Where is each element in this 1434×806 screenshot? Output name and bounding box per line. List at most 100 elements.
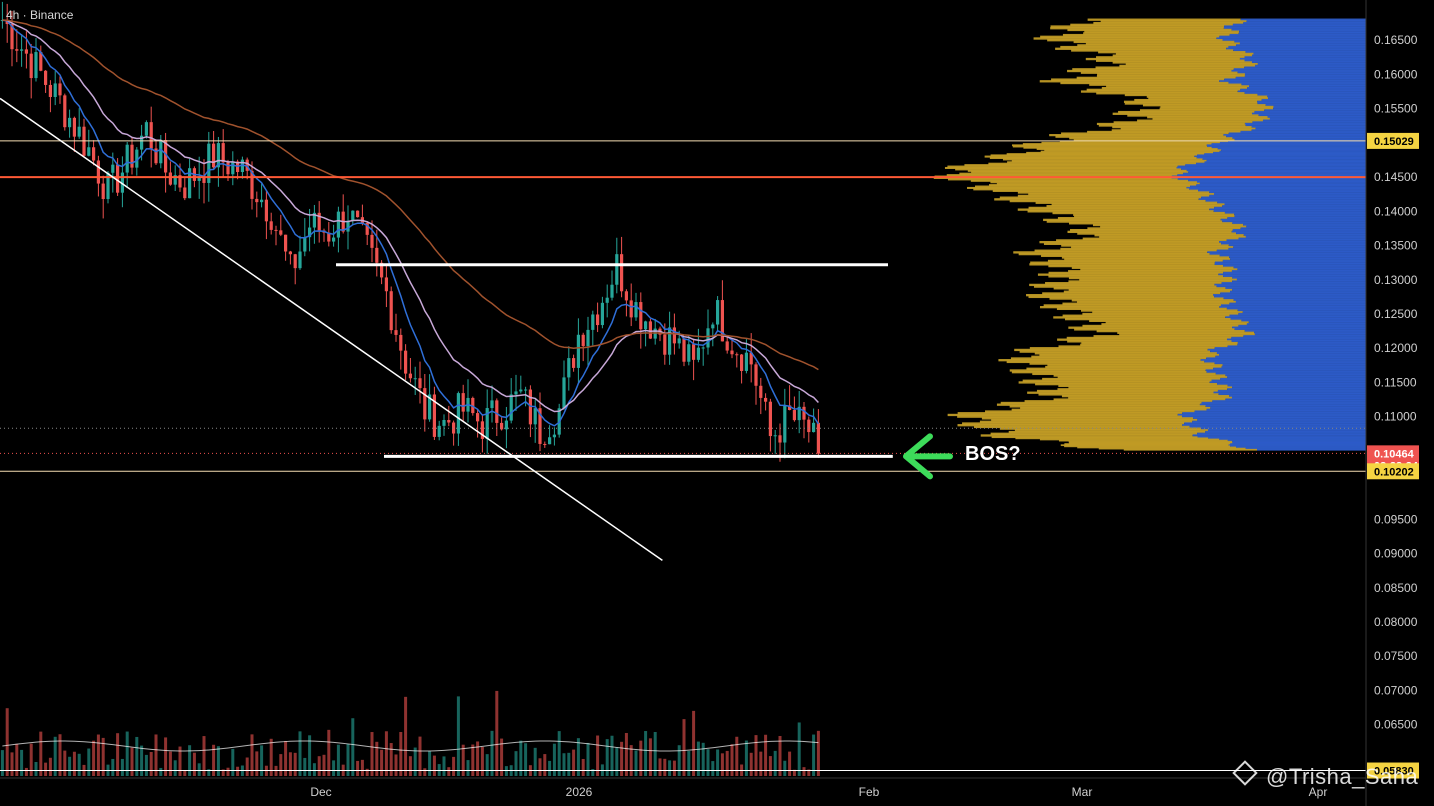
volume-bar	[447, 767, 451, 776]
candle-body	[336, 211, 340, 238]
candle-body	[399, 334, 403, 351]
volume-profile-bar-sell	[1206, 408, 1366, 411]
volume-profile-bar-sell	[1232, 442, 1366, 444]
volume-profile-bar-sell	[1248, 321, 1366, 324]
candle-body	[543, 443, 547, 445]
descending-trendline[interactable]	[0, 97, 663, 562]
volume-profile-bar-sell	[1216, 285, 1366, 288]
volume-bar	[581, 758, 585, 776]
volume-profile-bar-buy	[1060, 247, 1229, 251]
volume-profile-bar-sell	[1217, 389, 1366, 393]
volume-bar	[111, 758, 115, 776]
volume-profile-bar-buy	[1082, 324, 1239, 328]
volume-profile-bar-buy	[1106, 85, 1250, 88]
time-axis: Dec 2026 Feb Mar Apr	[0, 777, 1366, 799]
volume-profile-bar-sell	[1210, 406, 1366, 410]
volume-bar	[461, 744, 465, 776]
volume-profile-bar-buy	[1043, 218, 1221, 222]
candle-body	[677, 338, 681, 344]
volume-profile-bar-sell	[1245, 447, 1366, 450]
volume-profile-bar-buy	[947, 413, 1178, 417]
volume-bar	[48, 757, 52, 776]
candle-body	[552, 434, 556, 438]
volume-profile-bar-sell	[1230, 317, 1366, 321]
volume-profile-bar-sell	[1221, 365, 1366, 369]
volume-bar	[759, 751, 763, 776]
volume-profile-bar-buy	[1057, 388, 1228, 391]
volume-bar	[552, 743, 556, 776]
candle-body	[596, 314, 600, 326]
candle-body	[245, 159, 249, 171]
volume-profile-bar-sell	[1257, 93, 1366, 97]
volume-profile-bar-buy	[1035, 383, 1218, 386]
volume-profile-bar-buy	[1089, 83, 1242, 86]
volume-profile-bar-sell	[1214, 261, 1366, 264]
candle-body	[34, 52, 38, 79]
volume-profile-bar-sell	[1227, 217, 1366, 220]
volume-profile-bar-sell	[1177, 178, 1366, 181]
volume-profile-bar-sell	[1232, 280, 1366, 283]
volume-profile-bar-sell	[1223, 27, 1366, 30]
volume-profile-bar-buy	[979, 420, 1193, 423]
volume-profile-bar-buy	[1127, 114, 1259, 117]
volume-bar	[39, 731, 43, 776]
volume-profile-bar-buy	[1048, 271, 1224, 275]
volume-profile-bar-sell	[1222, 364, 1366, 367]
candle-body	[5, 20, 9, 25]
volume-bar	[701, 742, 705, 776]
volume-profile-bar-buy	[1087, 18, 1241, 21]
volume-bar	[154, 734, 158, 776]
volume-profile-bar-sell	[1231, 28, 1366, 32]
volume-profile-bar-sell	[1219, 438, 1366, 441]
volume-profile-bar-sell	[1231, 230, 1366, 234]
volume-bar	[327, 729, 331, 776]
volume-profile-bar-buy	[1061, 244, 1229, 247]
volume-profile-bar-sell	[1249, 85, 1366, 88]
volume-profile-bar-buy	[1011, 371, 1207, 374]
volume-profile-bar-sell	[1209, 191, 1366, 194]
volume-profile-bar-buy	[1043, 304, 1221, 307]
volume-bar	[404, 696, 408, 776]
volume-profile-bar-sell	[1214, 347, 1366, 350]
volume-profile-bar-buy	[989, 184, 1197, 187]
price-axis: 0.16500 0.16000 0.15500 0.15029 0.14500 0.140…	[1365, 0, 1434, 806]
volume-profile-bar-buy	[1082, 312, 1239, 316]
candle-body	[303, 237, 307, 252]
volume-profile-bar-buy	[1029, 347, 1215, 350]
volume-bar	[135, 736, 139, 776]
volume-profile-bar-buy	[1039, 240, 1220, 244]
volume-bar	[432, 755, 436, 776]
volume-profile-bar-buy	[1041, 254, 1220, 257]
volume-profile-bar-sell	[1232, 137, 1366, 140]
volume-profile-bar-buy	[1124, 102, 1258, 105]
candle-body	[476, 413, 480, 422]
price-tag-label: 0.15029	[1374, 136, 1414, 148]
volume-profile-bar-buy	[1098, 447, 1246, 450]
candle-body	[783, 405, 787, 443]
volume-profile-bar-buy	[1070, 23, 1233, 26]
volume-profile-bar-sell	[1240, 88, 1366, 91]
volume-profile-bar-sell	[1219, 306, 1366, 309]
price-tick-label: 0.11500	[1374, 375, 1417, 389]
volume-profile-bar-buy	[967, 186, 1187, 189]
volume-bar	[5, 708, 9, 776]
volume-profile-bar-sell	[1198, 189, 1366, 192]
volume-profile-bar-buy	[1039, 80, 1220, 83]
volume-profile-bar-sell	[1228, 247, 1366, 251]
candle-body	[807, 419, 811, 433]
volume-profile-bar-buy	[947, 165, 1178, 168]
candle-body	[279, 230, 283, 235]
volume-bar	[284, 741, 288, 776]
volume-profile-bar-buy	[1012, 145, 1208, 148]
volume-bar	[120, 758, 124, 776]
volume-profile-bar-buy	[1022, 143, 1212, 145]
volume-bar	[250, 734, 254, 776]
volume-profile-bar-buy	[962, 422, 1185, 425]
volume-profile-bar-buy	[1029, 283, 1215, 287]
volume-profile-bar-sell	[1209, 252, 1366, 256]
volume-bar	[140, 745, 144, 776]
volume-profile-bar-sell	[1254, 110, 1366, 114]
volume-profile-bar-buy	[1092, 311, 1243, 314]
volume-profile-bar-buy	[1028, 295, 1215, 299]
